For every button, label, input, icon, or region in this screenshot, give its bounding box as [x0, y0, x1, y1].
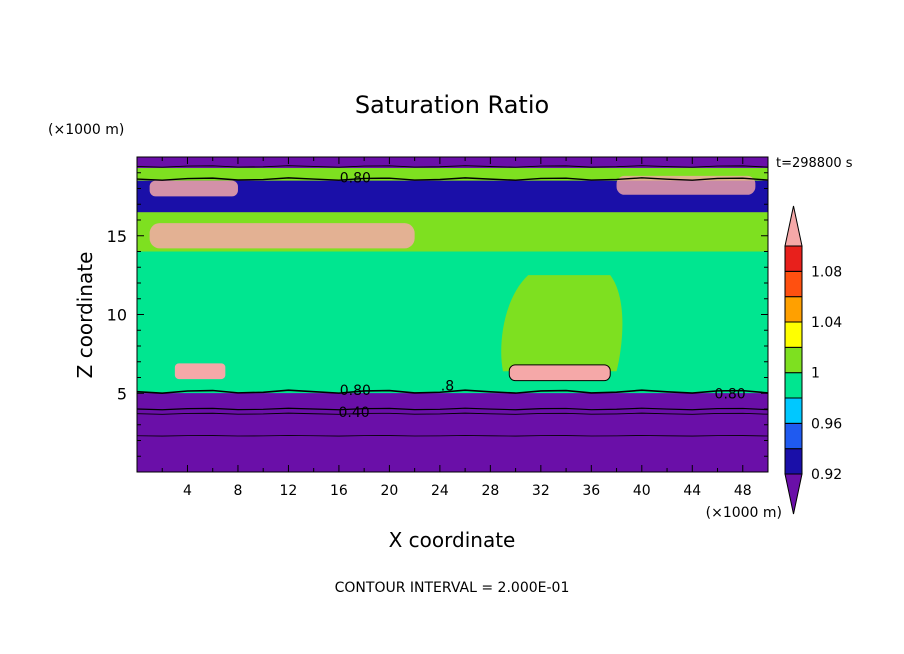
x-tick-label: 24 — [431, 483, 449, 499]
x-tick-label: 4 — [183, 483, 192, 499]
colorbar-tick-label: 0.96 — [811, 416, 842, 432]
supersaturated-lens — [174, 363, 226, 380]
colorbar-bin — [784, 321, 803, 348]
y-axis-ticks: 5 10 15 — [107, 172, 768, 457]
contour-line — [137, 435, 768, 437]
stable-layer — [137, 393, 768, 472]
y-tick-label: 5 — [117, 384, 127, 403]
chart-title: Saturation Ratio — [355, 91, 549, 119]
x-unit-label: (×1000 m) — [706, 505, 782, 521]
time-label: t=298800 s — [776, 156, 853, 171]
x-tick-label: 12 — [280, 483, 298, 499]
x-axis-label: X coordinate — [389, 528, 516, 552]
supersaturated-lens — [508, 364, 611, 382]
y-tick-label: 10 — [107, 306, 127, 325]
contour-label: 0.80 — [715, 386, 746, 402]
colorbar-bin — [784, 270, 803, 298]
supersaturated-band — [149, 180, 238, 197]
field-fill — [137, 157, 768, 472]
colorbar-bin — [784, 372, 803, 399]
field-texture — [137, 346, 768, 394]
x-tick-label: 32 — [532, 483, 550, 499]
colorbar-tick-label: 1.08 — [811, 264, 842, 280]
saturated-region — [501, 275, 623, 372]
x-tick-label: 16 — [330, 483, 348, 499]
colorbar-min-extension — [784, 473, 803, 515]
colorbar-tick-label: 1 — [811, 366, 820, 382]
colorbar: 1.08 1.04 1 0.96 0.92 — [784, 205, 842, 515]
x-tick-label: 36 — [582, 483, 600, 499]
y-axis-label: Z coordinate — [73, 252, 97, 379]
contour-label: .8 — [441, 378, 454, 394]
contour-label: 0.80 — [340, 170, 371, 186]
colorbar-max-extension — [784, 205, 803, 247]
colorbar-bin — [784, 448, 803, 475]
contour-labels: 0.80 0.80 0.40 0.80 .8 — [338, 170, 745, 421]
contour-lines — [137, 165, 768, 437]
contour-interval-footer: CONTOUR INTERVAL = 2.000E-01 — [335, 580, 570, 596]
y-tick-label: 15 — [107, 227, 127, 246]
x-axis-ticks: 4 8 12 16 20 24 28 32 36 40 44 48 — [161, 157, 769, 499]
contour-label: 0.80 — [340, 383, 371, 399]
contour-line — [137, 407, 768, 411]
contour-line — [137, 389, 768, 394]
contour-label: 0.40 — [338, 405, 369, 421]
colorbar-bin — [784, 296, 803, 323]
contour-line — [137, 177, 768, 181]
x-tick-label: 20 — [380, 483, 398, 499]
supersaturated-band — [149, 223, 415, 249]
x-tick-label: 40 — [633, 483, 651, 499]
colorbar-bin — [784, 397, 803, 424]
contour-line — [137, 412, 768, 415]
y-unit-label: (×1000 m) — [48, 122, 124, 138]
colorbar-tick-label: 0.92 — [811, 467, 842, 483]
x-tick-label: 8 — [233, 483, 242, 499]
contour-line — [137, 165, 768, 168]
x-tick-label: 44 — [683, 483, 701, 499]
supersaturated-band — [616, 175, 756, 195]
colorbar-bin — [784, 346, 803, 374]
colorbar-bin — [784, 422, 803, 450]
x-tick-label: 28 — [481, 483, 499, 499]
x-tick-label: 48 — [734, 483, 752, 499]
colorbar-bin — [784, 245, 803, 272]
field-texture — [137, 243, 768, 276]
colorbar-tick-label: 1.04 — [811, 315, 842, 331]
